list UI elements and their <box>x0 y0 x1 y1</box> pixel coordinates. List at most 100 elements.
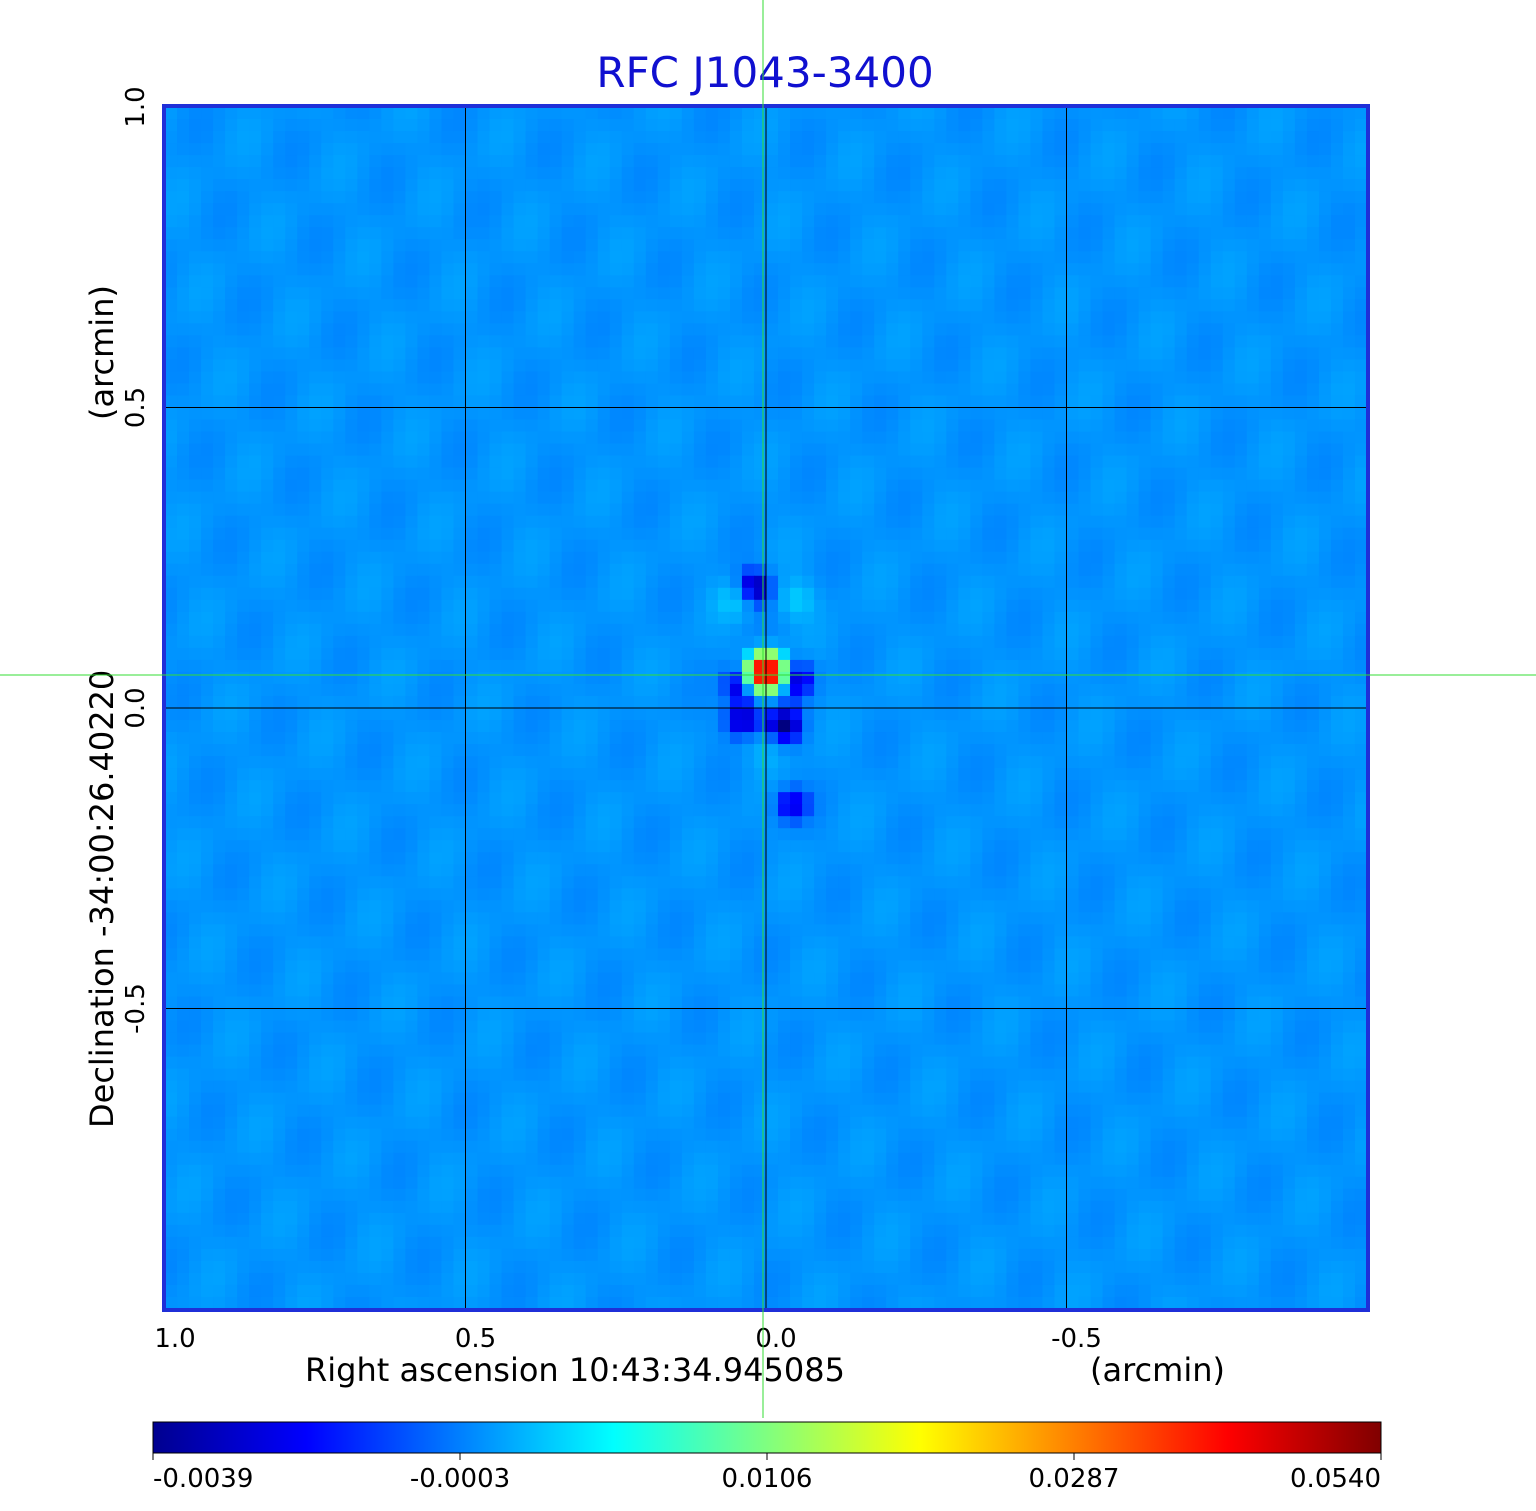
map-pixel <box>1198 119 1212 132</box>
map-pixel <box>1270 695 1284 709</box>
map-pixel <box>393 611 406 625</box>
map-pixel <box>669 191 683 204</box>
map-pixel <box>249 539 262 553</box>
map-pixel <box>297 239 310 252</box>
map-pixel <box>1354 575 1367 589</box>
map-pixel <box>597 395 611 409</box>
map-pixel <box>1030 335 1044 348</box>
map-pixel <box>201 143 214 156</box>
map-pixel <box>1318 539 1332 553</box>
map-pixel <box>309 275 322 288</box>
map-pixel <box>537 335 551 348</box>
map-pixel <box>717 467 731 481</box>
map-pixel <box>717 671 731 685</box>
map-pixel <box>273 143 286 156</box>
map-pixel <box>633 119 647 132</box>
map-pixel <box>189 155 202 168</box>
map-pixel <box>1258 179 1272 192</box>
map-pixel <box>1282 227 1296 240</box>
map-pixel <box>357 179 370 192</box>
map-pixel <box>838 443 851 457</box>
map-pixel <box>261 323 274 336</box>
map-pixel <box>717 491 731 505</box>
map-pixel <box>1198 491 1212 505</box>
map-pixel <box>814 515 827 529</box>
map-pixel <box>1186 575 1200 589</box>
map-pixel <box>225 179 238 192</box>
map-pixel <box>261 671 274 685</box>
map-pixel <box>177 131 190 144</box>
map-pixel <box>1306 143 1320 156</box>
map-pixel <box>453 527 467 541</box>
map-pixel <box>1318 323 1332 336</box>
map-pixel <box>802 599 815 613</box>
map-pixel <box>1318 479 1332 493</box>
map-pixel <box>778 179 791 192</box>
map-pixel <box>790 419 803 433</box>
map-pixel <box>417 599 431 613</box>
map-pixel <box>994 371 1007 385</box>
map-pixel <box>886 179 899 192</box>
map-pixel <box>1186 539 1200 553</box>
map-pixel <box>1318 251 1332 264</box>
map-pixel <box>934 515 947 529</box>
map-pixel <box>1210 611 1224 625</box>
map-pixel <box>1030 287 1044 300</box>
map-pixel <box>1162 683 1176 697</box>
map-pixel <box>1174 347 1188 361</box>
map-pixel <box>1066 695 1080 709</box>
map-pixel <box>645 203 659 216</box>
map-pixel <box>1150 119 1164 132</box>
map-pixel <box>285 119 298 132</box>
map-pixel <box>982 647 995 661</box>
map-pixel <box>1186 527 1200 541</box>
map-pixel <box>273 575 286 589</box>
map-pixel <box>237 611 250 625</box>
map-pixel <box>1234 539 1248 553</box>
map-pixel <box>802 239 815 252</box>
map-pixel <box>970 143 983 156</box>
map-pixel <box>333 119 346 132</box>
map-pixel <box>1222 215 1236 228</box>
map-pixel <box>850 443 863 457</box>
map-pixel <box>465 119 479 132</box>
map-pixel <box>1078 131 1092 144</box>
map-pixel <box>1198 251 1212 264</box>
map-pixel <box>1222 515 1236 529</box>
map-pixel <box>477 323 491 336</box>
map-pixel <box>609 359 623 373</box>
map-pixel <box>922 383 935 397</box>
map-pixel <box>1210 575 1224 589</box>
map-pixel <box>1138 671 1152 685</box>
map-pixel <box>802 131 815 144</box>
map-pixel <box>189 143 202 156</box>
map-pixel <box>790 227 803 240</box>
map-pixel <box>1354 539 1367 553</box>
map-pixel <box>177 479 190 493</box>
map-pixel <box>561 635 575 649</box>
map-pixel <box>369 275 382 288</box>
map-pixel <box>393 119 406 132</box>
map-pixel <box>1270 515 1284 529</box>
map-pixel <box>621 131 635 144</box>
map-pixel <box>345 503 358 517</box>
map-pixel <box>633 311 647 324</box>
map-pixel <box>705 443 719 457</box>
map-pixel <box>1006 659 1020 673</box>
map-pixel <box>802 251 815 264</box>
map-pixel <box>669 119 683 132</box>
map-pixel <box>1138 395 1152 409</box>
map-pixel <box>165 683 178 697</box>
map-pixel <box>1102 155 1116 168</box>
map-pixel <box>225 167 238 180</box>
map-pixel <box>790 239 803 252</box>
map-pixel <box>1342 143 1356 156</box>
map-pixel <box>862 599 875 613</box>
map-pixel <box>537 227 551 240</box>
map-pixel <box>621 107 635 120</box>
map-pixel <box>1174 443 1188 457</box>
map-pixel <box>417 587 431 601</box>
map-pixel <box>1126 167 1140 180</box>
map-pixel <box>922 203 935 216</box>
map-pixel <box>165 455 178 469</box>
